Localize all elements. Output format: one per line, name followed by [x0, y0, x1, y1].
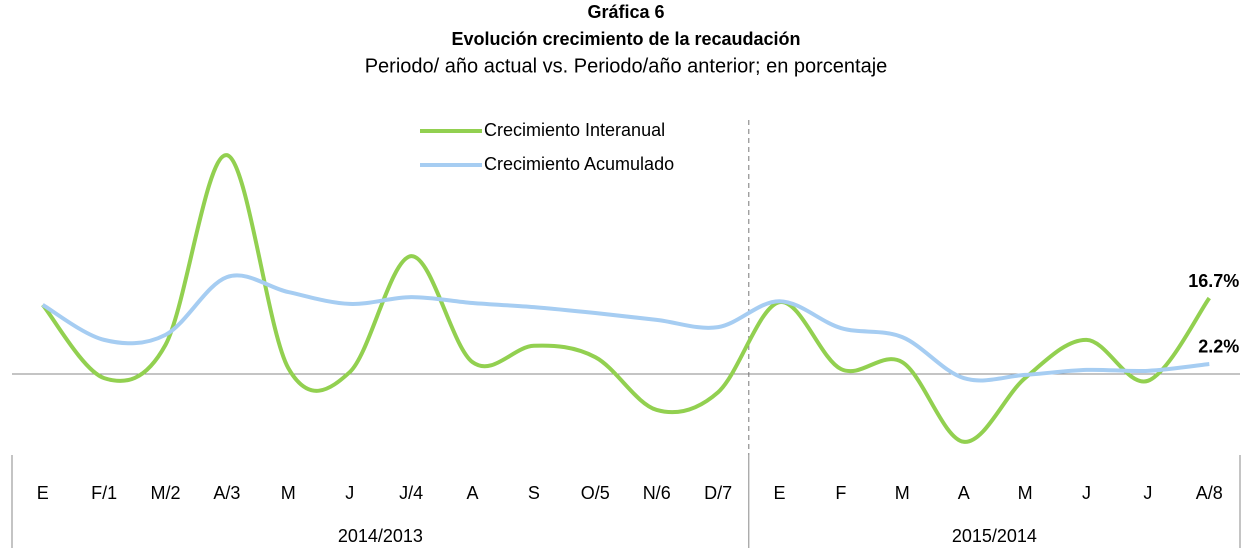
x-tick-label: A/8	[1196, 483, 1223, 503]
x-tick-label: M/2	[150, 483, 180, 503]
x-tick-label: E	[37, 483, 49, 503]
x-tick-label: F	[835, 483, 846, 503]
x-tick-label: J	[1143, 483, 1152, 503]
x-tick-label: F/1	[91, 483, 117, 503]
x-tick-label: A	[466, 483, 478, 503]
x-tick-label: A/3	[213, 483, 240, 503]
chart-description: Periodo/ año actual vs. Periodo/año ante…	[365, 55, 888, 77]
x-tick-label: N/6	[643, 483, 671, 503]
series-line	[41, 153, 1211, 444]
chart-title: Gráfica 6	[587, 2, 664, 22]
data-label: 16.7%	[1188, 271, 1239, 291]
x-tick-label: M	[895, 483, 910, 503]
x-tick-label: J	[1082, 483, 1091, 503]
group-label: 2015/2014	[952, 526, 1037, 546]
x-tick-label: O/5	[581, 483, 610, 503]
x-tick-label: J/4	[399, 483, 423, 503]
x-tick-label: M	[1018, 483, 1033, 503]
group-label: 2014/2013	[338, 526, 423, 546]
x-tick-label: S	[528, 483, 540, 503]
x-tick-label: D/7	[704, 483, 732, 503]
series-line	[41, 273, 1210, 383]
x-tick-label: A	[958, 483, 970, 503]
x-tick-label: J	[345, 483, 354, 503]
chart-subtitle: Evolución crecimiento de la recaudación	[451, 29, 800, 49]
legend-label: Crecimiento Acumulado	[484, 154, 674, 174]
legend-label: Crecimiento Interanual	[484, 120, 665, 140]
x-tick-label: E	[773, 483, 785, 503]
data-label: 2.2%	[1198, 337, 1239, 357]
x-tick-label: M	[281, 483, 296, 503]
